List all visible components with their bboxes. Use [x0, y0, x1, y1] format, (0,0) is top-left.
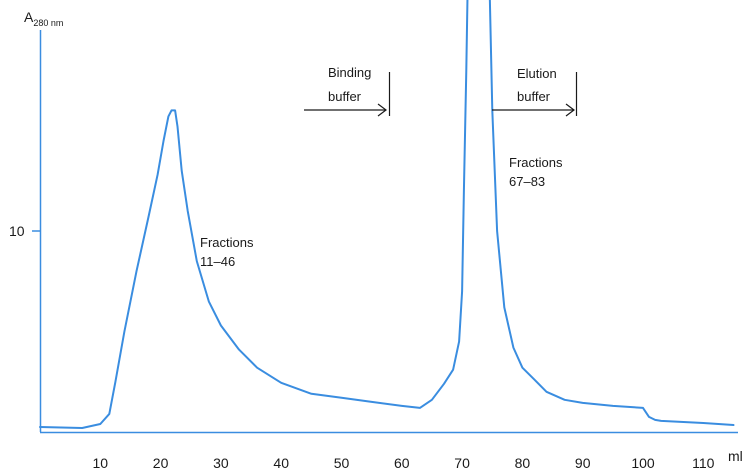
elution-buffer-arrow	[492, 103, 575, 117]
elution-buffer-line1: Elution	[517, 66, 557, 81]
elution-buffer-line2: buffer	[517, 89, 551, 104]
absorbance-curve	[39, 0, 735, 429]
x-tick-labels: 10 20 30 40 50 60 70 80 90 100 110	[93, 455, 715, 471]
elution-buffer-annotation: Elution buffer	[517, 66, 560, 104]
x-tick-label: 20	[153, 455, 169, 471]
x-axis-unit: ml	[728, 448, 743, 464]
y-tick-label: 10	[9, 223, 25, 239]
x-tick-label: 10	[93, 455, 109, 471]
binding-buffer-line2: buffer	[328, 89, 362, 104]
fractions-annotation-1-line1: Fractions	[200, 235, 254, 250]
x-tick-label: 90	[575, 455, 591, 471]
y-axis-label-main: A	[24, 9, 34, 25]
fractions-annotation-1: Fractions 11–46	[200, 235, 257, 269]
y-axis-label: A280 nm	[24, 9, 63, 28]
x-tick-label: 60	[394, 455, 410, 471]
fractions-annotation-2-line1: Fractions	[509, 155, 563, 170]
binding-buffer-annotation: Binding buffer	[328, 65, 375, 104]
x-tick-label: 80	[515, 455, 531, 471]
fractions-annotation-2: Fractions 67–83	[509, 155, 566, 189]
x-tick-label: 70	[454, 455, 470, 471]
fractions-annotation-2-line2: 67–83	[509, 174, 545, 189]
x-tick-label: 40	[273, 455, 289, 471]
fractions-annotation-1-line2: 11–46	[200, 254, 235, 269]
x-tick-label: 50	[334, 455, 350, 471]
x-tick-label: 30	[213, 455, 229, 471]
binding-buffer-line1: Binding	[328, 65, 371, 80]
x-tick-label: 110	[692, 455, 715, 471]
y-axis-label-subscript: 280 nm	[33, 18, 63, 28]
binding-buffer-arrow	[304, 103, 387, 117]
x-tick-label: 100	[631, 455, 655, 471]
